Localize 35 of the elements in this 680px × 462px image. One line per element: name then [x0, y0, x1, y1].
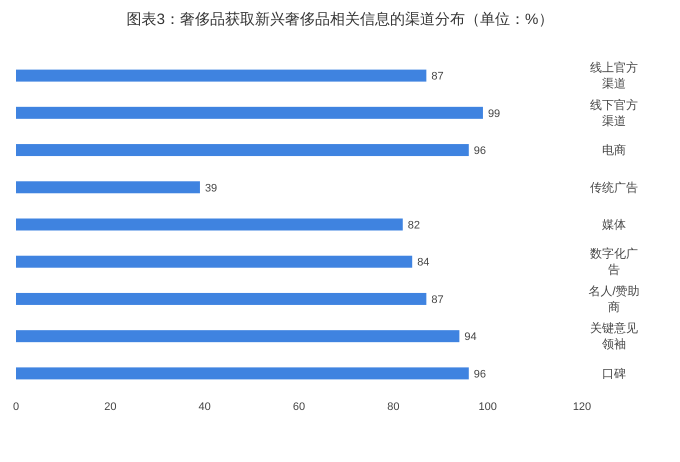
data-label: 96: [474, 145, 486, 158]
x-tick-label: 80: [387, 401, 400, 413]
y-tick-label: 电商: [602, 143, 626, 158]
x-tick-label: 100: [478, 401, 497, 413]
data-label: 82: [408, 220, 420, 232]
data-label: 99: [488, 108, 500, 120]
x-tick-label: 40: [198, 401, 211, 413]
data-label: 94: [464, 331, 477, 344]
y-tick-label: 口碑: [602, 366, 626, 380]
bar: [16, 144, 469, 156]
bar: [16, 367, 469, 380]
bar: [16, 218, 403, 230]
data-label: 39: [204, 182, 218, 194]
data-label: 96: [474, 368, 486, 380]
y-tick-label: 关键意见领袖: [590, 321, 638, 352]
x-tick-label: 0: [12, 401, 20, 413]
data-label: 84: [417, 256, 430, 269]
bar: [16, 330, 460, 342]
y-tick-label: 名人/赞助商: [588, 284, 640, 314]
y-tick-label: 线上官方渠道: [590, 60, 638, 91]
x-tick-label: 120: [572, 401, 592, 413]
data-label: 87: [431, 294, 444, 306]
y-tick-label: 数字化广告: [590, 246, 638, 277]
y-tick-label: 线下官方渠道: [590, 98, 638, 128]
bar: [16, 256, 412, 268]
bar: [16, 70, 426, 82]
bar: [16, 181, 200, 194]
bar: [16, 292, 426, 305]
chart-title: 图表3：奢侈品获取新兴奢侈品相关信息的渠道分布（单位：%）: [126, 11, 554, 28]
y-tick-label: 传统广告: [590, 180, 638, 194]
x-tick-label: 20: [104, 401, 116, 413]
y-tick-label: 媒体: [602, 218, 626, 232]
bar: [16, 106, 483, 119]
data-label: 87: [431, 70, 444, 83]
x-tick-label: 60: [292, 401, 306, 413]
